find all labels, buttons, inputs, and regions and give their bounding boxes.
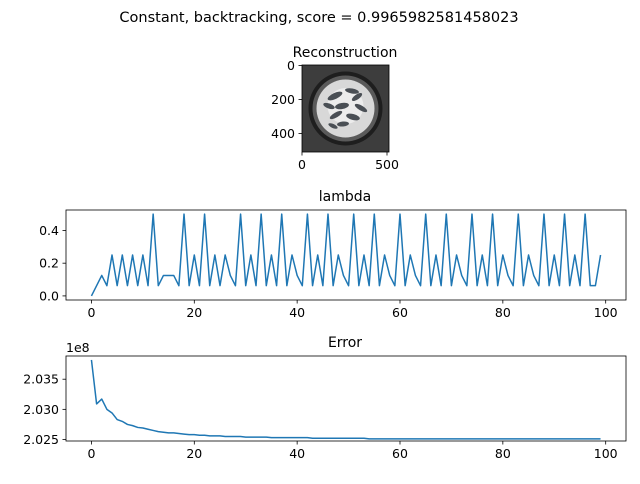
image-xtick-label: 500 [375,157,399,172]
image-ytick-label: 200 [271,92,295,107]
error-series-line [90,359,601,440]
image-ytick-label: 400 [271,126,295,141]
lambda-xtick-label: 80 [495,305,511,320]
image-frame [301,64,390,153]
lambda-axes-frame [65,209,627,301]
image-ytick-label: 0 [287,58,295,73]
error-ytick-label: 2.035 [23,372,59,387]
error-axes-frame [65,355,627,442]
lambda-xtick-label: 100 [594,305,618,320]
lambda-series-line [90,213,602,297]
error-xtick-label: 40 [289,446,305,461]
error-xtick-label: 0 [87,446,95,461]
error-xtick-label: 60 [392,446,408,461]
lambda-chart-title: lambda [319,189,371,205]
lambda-axes: 0 20 40 60 80 100 0.0 0.2 0.4 [39,209,627,320]
lambda-ytick-label: 0.0 [39,288,59,303]
error-ytick-label: 2.025 [23,432,59,447]
lambda-ytick-label: 0.2 [39,256,59,271]
lambda-chart: lambda 0 20 40 60 80 100 0.0 0.2 0.4 [39,189,627,320]
error-axes: 0 20 40 60 80 100 2.025 2.030 2.035 [23,355,627,461]
image-panel-title: Reconstruction [293,45,398,61]
lambda-xtick-label: 0 [87,305,95,320]
image-blobs [323,88,368,129]
lambda-xtick-label: 40 [289,305,305,320]
reconstruction-image [301,64,390,153]
lambda-xtick-label: 20 [186,305,202,320]
error-chart-title: Error [328,335,362,351]
image-panel: Reconstruction 0 [271,45,399,172]
image-xtick-label: 0 [298,157,306,172]
error-offset-label: 1e8 [66,340,90,355]
error-ytick-label: 2.030 [23,402,59,417]
image-yticks: 0 200 400 [271,58,302,141]
error-xtick-label: 20 [186,446,202,461]
lambda-xtick-label: 60 [392,305,408,320]
error-chart: Error 1e8 0 20 40 60 80 100 2.025 2.030 2.035 [23,335,627,461]
error-xtick-label: 80 [495,446,511,461]
lambda-ytick-label: 0.4 [39,223,59,238]
error-xtick-label: 100 [594,446,618,461]
figure-suptitle: Constant, backtracking, score = 0.996598… [119,10,518,26]
image-xticks: 0 500 [298,152,399,172]
